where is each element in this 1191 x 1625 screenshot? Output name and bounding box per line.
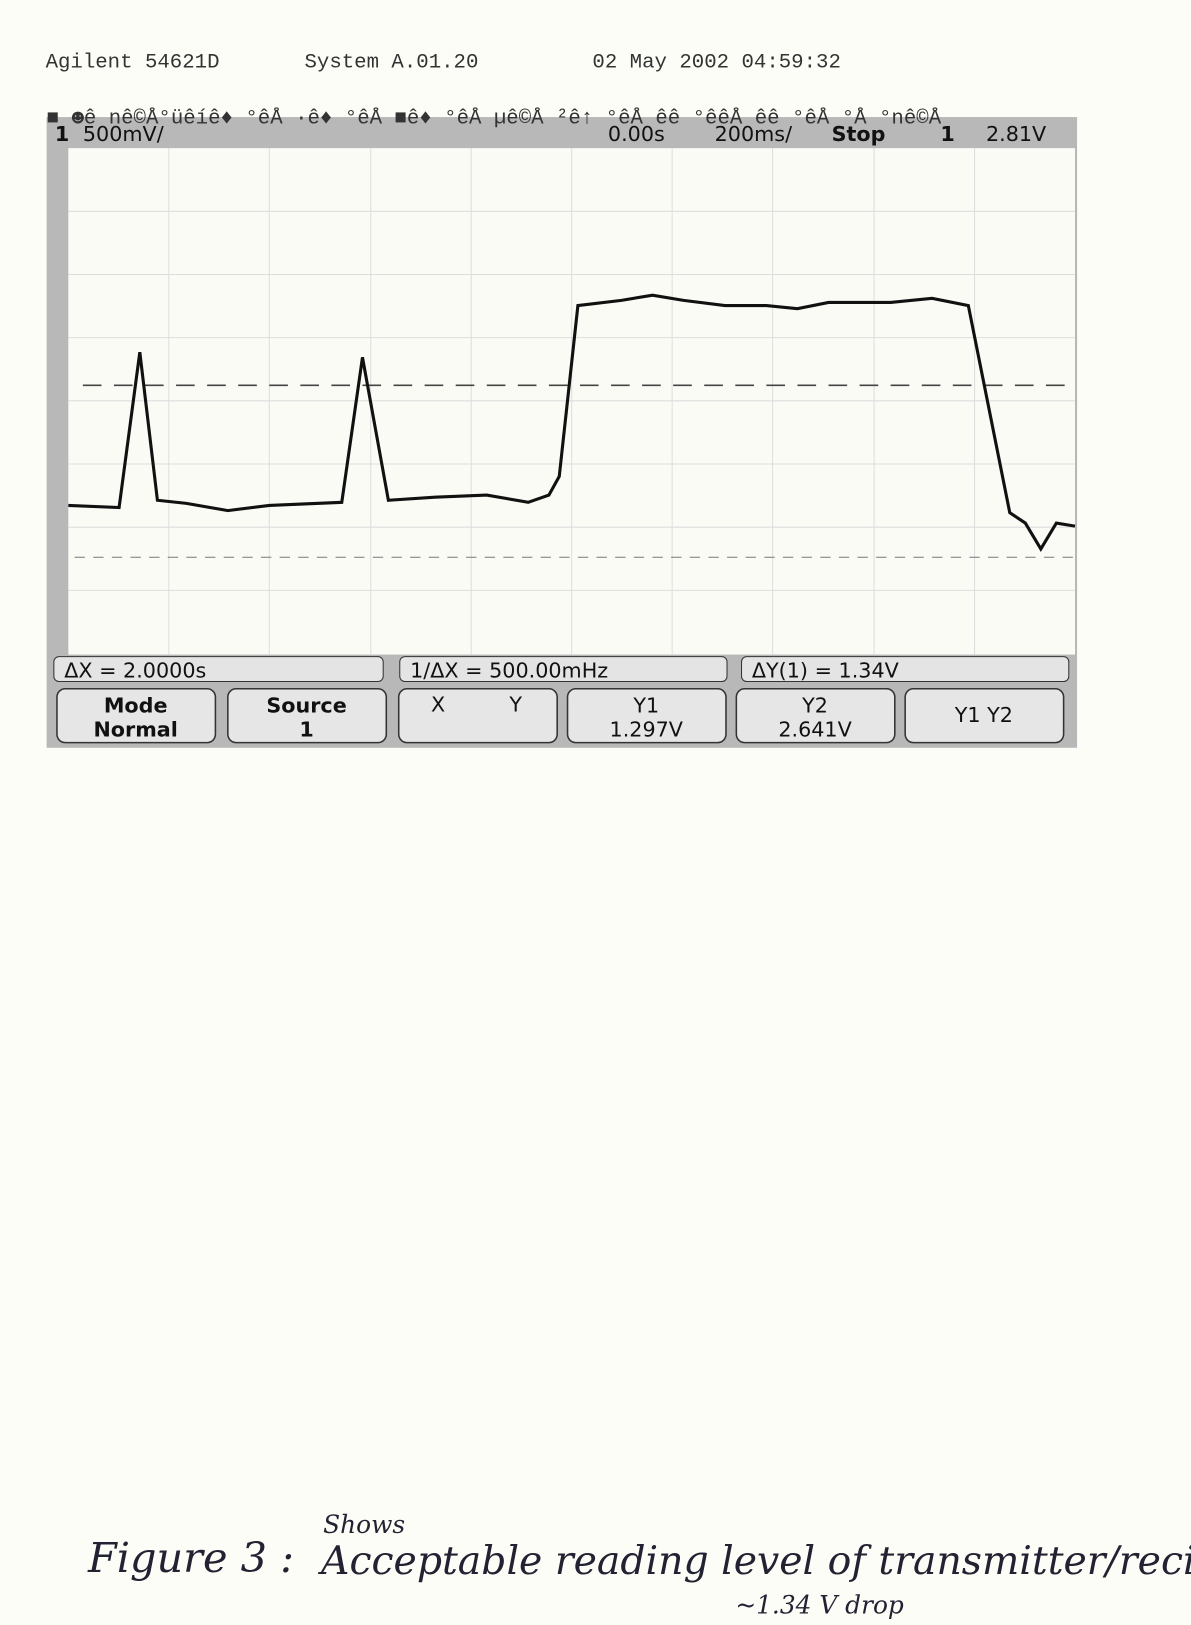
measurement: ΔX = 2.0000s — [64, 658, 206, 682]
trigger-level: 2.81V — [986, 122, 1046, 146]
softkey — [904, 687, 1065, 744]
note-above: Shows — [323, 1510, 405, 1539]
softkey — [735, 687, 896, 744]
softkey-value: 1.297V — [610, 717, 683, 741]
softkey-label: Source — [266, 694, 346, 718]
softkey-label: Y1 — [632, 694, 659, 718]
softkey-value: Normal — [93, 717, 177, 741]
delay: 0.00s — [608, 122, 665, 146]
measurement: ΔY(1) = 1.34V — [752, 658, 899, 682]
softkey-label: Mode — [104, 694, 168, 718]
softkey-value: 2.641V — [778, 717, 851, 741]
softkey-label: Y2 — [801, 694, 828, 718]
grid — [68, 148, 1076, 655]
glyph-row: ■ ☻ê nê©Å°üêíê♦ °êÅ ·ê♦ °êÅ ■ê♦ °êÅ µê©Å… — [47, 107, 942, 130]
softkey — [397, 687, 558, 744]
caption: Acceptable reading level of transmitter/… — [318, 1538, 1191, 1584]
run-state: Stop — [832, 122, 886, 146]
channel: 1 — [55, 122, 69, 146]
model: Agilent 54621D — [46, 51, 220, 74]
softkey-value: Y — [508, 693, 522, 717]
trigger-source: 1 — [940, 122, 954, 146]
softkey-value: 1 — [299, 717, 313, 741]
measurement: 1/ΔX = 500.00mHz — [410, 658, 608, 682]
softkey-label: Y1 Y2 — [954, 703, 1013, 727]
volts-per-div: 500mV/ — [83, 122, 164, 146]
softkey-label: X — [431, 693, 445, 717]
timestamp: 02 May 2002 04:59:32 — [592, 51, 840, 74]
note-below: ~1.34 V drop — [735, 1591, 904, 1620]
time-per-div: 200ms/ — [715, 122, 792, 146]
figure-label: Figure 3 : — [87, 1534, 294, 1582]
softkey — [227, 687, 388, 744]
system-version: System A.01.20 — [304, 51, 478, 74]
softkey — [56, 687, 217, 744]
softkey — [566, 687, 727, 744]
waveform — [68, 293, 1076, 552]
